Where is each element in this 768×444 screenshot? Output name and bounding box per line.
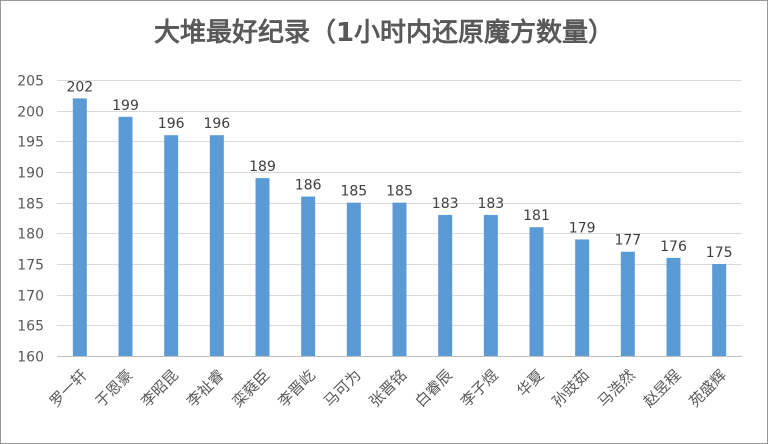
- x-tick-label: 赵昱程: [640, 366, 685, 411]
- data-label: 177: [614, 233, 641, 249]
- data-label: 175: [706, 245, 733, 261]
- bar: [209, 135, 224, 356]
- data-label: 185: [340, 184, 367, 200]
- x-tick-label: 孙豉茹: [548, 366, 593, 411]
- x-tick-label: 华夏: [513, 366, 547, 400]
- x-tick-label: 栾蕤臣: [229, 366, 274, 411]
- x-tick-label: 张晋铭: [366, 366, 411, 411]
- bar: [483, 214, 498, 356]
- x-tick-label: 李晋屹: [274, 366, 319, 411]
- y-tick-label: 195: [17, 135, 44, 151]
- bar: [118, 116, 133, 356]
- data-label: 183: [477, 196, 504, 212]
- data-label: 186: [295, 178, 322, 194]
- y-tick-label: 170: [17, 289, 44, 305]
- bar: [666, 257, 681, 356]
- y-tick-label: 160: [17, 350, 44, 366]
- x-tick-label: 李祉睿: [183, 366, 228, 411]
- x-axis: 罗一轩 于恩豪 李昭昆 李祉睿 栾蕤臣 李晋屹 马可为 张晋铭 白睿辰 李子煜 华夏 孙豉茹 马浩然 赵昱…: [46, 366, 730, 411]
- x-tick-label: 李昭昆: [137, 366, 182, 411]
- y-tick-label: 190: [17, 166, 44, 182]
- data-label: 189: [249, 159, 276, 175]
- bar: [72, 98, 87, 357]
- bar: [620, 251, 635, 356]
- bar: [575, 239, 590, 356]
- y-axis: 160 165 170 175 180 185 190 195 200 205: [17, 74, 44, 366]
- bar: [438, 214, 453, 356]
- bars: [72, 98, 727, 357]
- bar: [255, 178, 270, 356]
- y-tick-label: 165: [17, 319, 44, 335]
- x-tick-label: 白睿辰: [411, 366, 456, 411]
- y-tick-label: 180: [17, 227, 44, 243]
- chart-title: 大堆最好纪录（1小时内还原魔方数量）: [153, 18, 615, 48]
- x-tick-label: 李子煜: [457, 366, 502, 411]
- x-tick-label: 于恩豪: [92, 366, 137, 411]
- y-tick-label: 175: [17, 258, 44, 274]
- data-label: 199: [112, 98, 139, 114]
- data-label: 179: [569, 220, 596, 236]
- bar: [529, 227, 544, 356]
- data-label: 196: [203, 116, 230, 132]
- y-tick-label: 185: [17, 197, 44, 213]
- y-tick-label: 205: [17, 74, 44, 90]
- bar: [164, 135, 179, 356]
- data-labels: 202 199 196 196 189 186 185 185 183 183 181 179 177 1…: [66, 79, 732, 261]
- y-tick-label: 200: [17, 105, 44, 121]
- x-tick-label: 马可为: [320, 366, 365, 411]
- x-tick-label: 马浩然: [594, 366, 639, 411]
- bar: [392, 202, 407, 356]
- bar: [301, 196, 316, 356]
- data-label: 196: [158, 116, 185, 132]
- data-label: 183: [432, 196, 459, 212]
- bar: [712, 264, 727, 356]
- x-tick-label: 罗一轩: [46, 366, 91, 411]
- data-label: 185: [386, 184, 413, 200]
- data-label: 202: [66, 79, 93, 95]
- bar: [346, 202, 361, 356]
- data-label: 176: [660, 239, 687, 255]
- data-label: 181: [523, 208, 550, 224]
- x-tick-label: 苑盛辉: [685, 366, 730, 411]
